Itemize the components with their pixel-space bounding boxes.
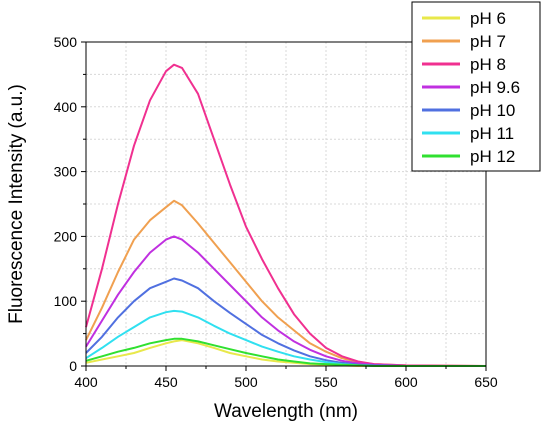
- y-axis-title: Fluorescence Intensity (a.u.): [6, 84, 27, 324]
- legend: pH 6 pH 7 pH 8 pH 9.6 pH 10 pH 11 pH 12: [411, 1, 541, 172]
- legend-label: pH 7: [470, 32, 506, 51]
- x-tick-label: 600: [394, 374, 418, 390]
- legend-label: pH 11: [470, 124, 514, 143]
- series-layer: [85, 63, 487, 367]
- y-tick-label: 0: [69, 358, 77, 374]
- series-line-ph-12: [85, 337, 486, 367]
- y-tick-label: 200: [54, 228, 78, 244]
- y-tick-label: 500: [54, 34, 78, 50]
- legend-label: pH 10: [470, 101, 515, 120]
- legend-label: pH 9.6: [470, 78, 520, 97]
- y-tick-label: 300: [54, 164, 78, 180]
- legend-label: pH 6: [470, 9, 506, 28]
- y-tick-label: 100: [54, 293, 78, 309]
- legend-label: pH 12: [470, 147, 515, 166]
- x-tick-label: 500: [234, 374, 258, 390]
- x-tick-label: 650: [474, 374, 498, 390]
- series-line-ph-9.6: [85, 235, 486, 367]
- x-tick-label: 450: [154, 374, 178, 390]
- axis-ticks: 400 450 500 550 600 650 0 100 200 300 400 500: [54, 34, 498, 390]
- series-line-ph-7: [85, 199, 487, 367]
- x-tick-label: 400: [74, 374, 98, 390]
- legend-label: pH 8: [470, 55, 506, 74]
- series-line-ph-8: [85, 63, 487, 367]
- y-tick-label: 400: [54, 99, 78, 115]
- x-tick-label: 550: [314, 374, 338, 390]
- x-axis-title: Wavelength (nm): [214, 401, 358, 422]
